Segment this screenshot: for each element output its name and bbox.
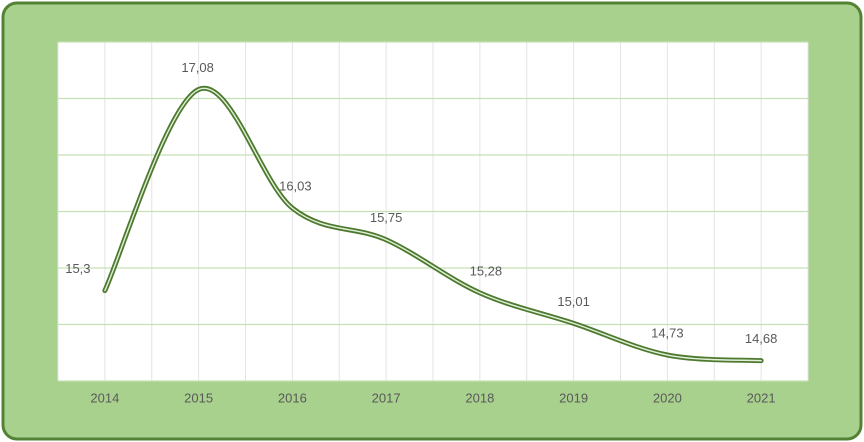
data-label: 16,03 bbox=[279, 179, 312, 194]
line-highlight bbox=[104, 87, 762, 362]
data-label: 15,75 bbox=[370, 210, 403, 225]
data-label: 14,73 bbox=[651, 325, 684, 340]
x-tick-label: 2020 bbox=[653, 390, 682, 405]
x-tick-label: 2019 bbox=[559, 390, 588, 405]
x-tick-label: 2017 bbox=[372, 390, 401, 405]
data-label: 15,3 bbox=[65, 261, 90, 276]
data-label: 14,68 bbox=[745, 331, 778, 346]
data-label: 15,01 bbox=[557, 294, 590, 309]
data-label: 17,08 bbox=[181, 60, 214, 75]
data-label: 15,28 bbox=[470, 263, 503, 278]
x-tick-label: 2016 bbox=[278, 390, 307, 405]
x-tick-label: 2015 bbox=[184, 390, 213, 405]
x-tick-label: 2018 bbox=[465, 390, 494, 405]
x-tick-label: 2021 bbox=[747, 390, 776, 405]
x-tick-label: 2014 bbox=[90, 390, 119, 405]
